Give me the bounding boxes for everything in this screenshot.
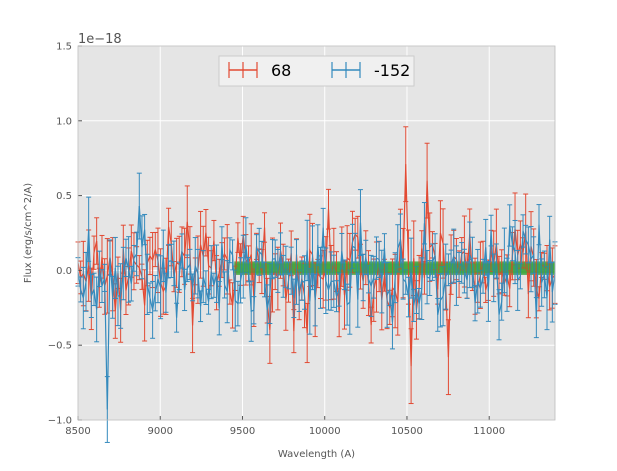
x-tick-label: 10000 (309, 426, 341, 437)
x-tick-label: 9500 (230, 426, 255, 437)
x-tick-label: 9000 (148, 426, 173, 437)
y-tick-label: 1.5 (56, 42, 72, 53)
series-line (77, 206, 556, 410)
legend-label: 68 (271, 61, 291, 80)
plot-area (78, 46, 555, 420)
legend-items: 68 -152 (228, 61, 410, 80)
x-axis-label: Wavelength (A) (278, 449, 355, 460)
x-tick-label: 8500 (65, 426, 90, 437)
plot-frame (77, 45, 556, 421)
series-group (75, 172, 558, 443)
x-tick-label: 11000 (473, 426, 505, 437)
y-offset-label: 1e−18 (78, 32, 122, 47)
legend: 68 -152 (218, 55, 415, 87)
y-tick-label: 1.0 (56, 116, 72, 127)
y-tick-label: 0.5 (56, 191, 72, 202)
y-axis-label: Flux (erg/s/cm^2/A) (23, 183, 34, 283)
legend-label: -152 (374, 61, 410, 80)
noise-band-overlay (234, 263, 556, 273)
ticks: 8500 9000 9500 10000 10500 11000 −1.0 −0.5 0.0 0.… (48, 42, 556, 437)
y-tick-label: −0.5 (48, 341, 72, 352)
y-tick-label: 0.0 (56, 266, 72, 277)
legend-box (218, 55, 415, 87)
y-tick-label: −1.0 (48, 416, 72, 427)
series-layer (75, 126, 558, 443)
x-tick-label: 10500 (391, 426, 423, 437)
